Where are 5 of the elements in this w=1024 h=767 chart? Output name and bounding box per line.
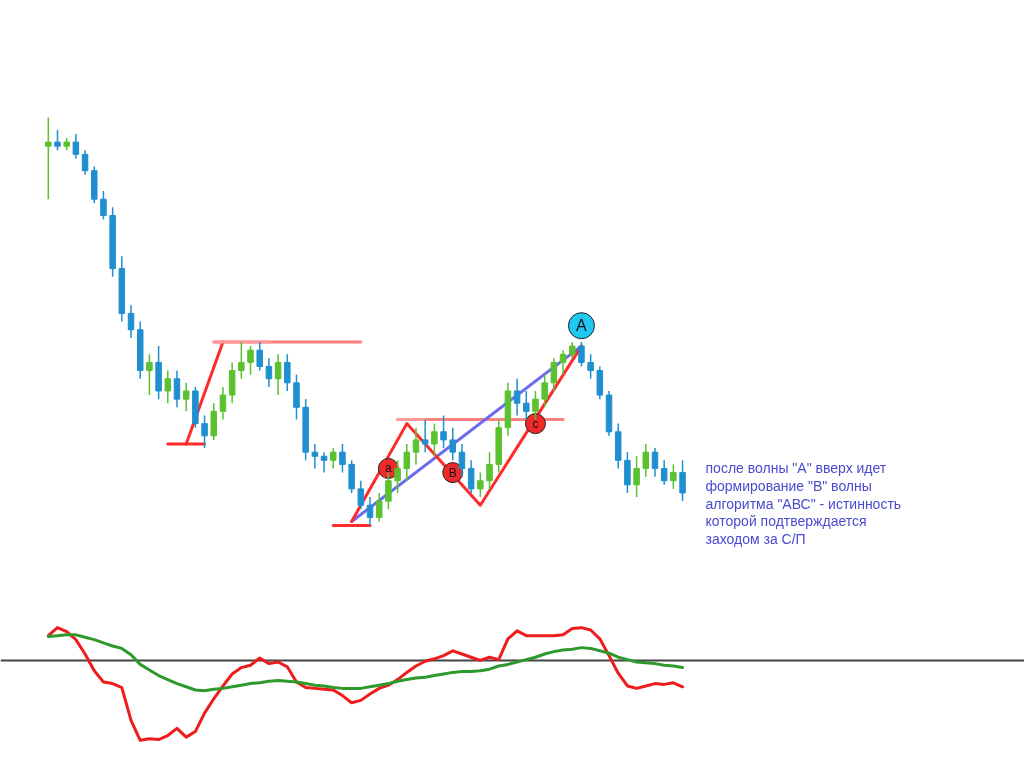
series-label: c (532, 416, 539, 431)
series-label: a (385, 461, 393, 476)
series-label: B (448, 465, 457, 480)
text: после волны "А" вверх идет формирование "В" волны алгоритма "АВС" - истинность которой подтверждается заходом за С/П (705, 460, 902, 547)
series-label: A (576, 317, 588, 335)
